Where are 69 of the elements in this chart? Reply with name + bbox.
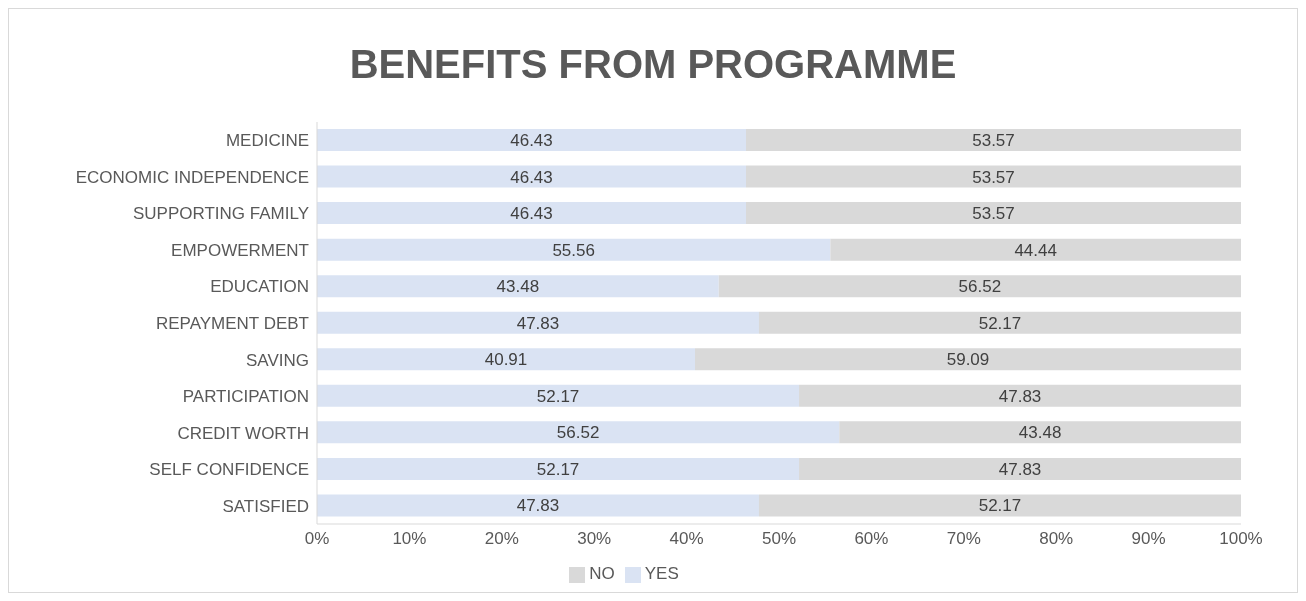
data-label: 47.83 [516,313,560,333]
bar [317,348,696,371]
bar [317,421,840,444]
x-tick-label: 60% [854,529,889,549]
data-label: 56.52 [556,423,600,443]
data-label: 47.83 [998,386,1042,406]
data-label: 53.57 [972,204,1015,224]
data-label: 52.17 [978,496,1022,516]
chart-title: BENEFITS FROM PROGRAMME [348,41,958,88]
data-label: 56.52 [958,277,1002,297]
bar [317,457,800,480]
x-tick-label: 90% [1131,529,1166,549]
data-label: 59.09 [946,350,990,370]
bar [317,165,747,188]
bar [746,165,1241,188]
data-label: 47.83 [998,459,1042,479]
bar [317,238,831,261]
y-tick-label: REPAYMENT DEBT [155,314,309,334]
x-tick-label: 0% [304,529,330,549]
bar [317,129,747,151]
legend-label: YES [644,564,679,583]
y-tick-label: SELF CONFIDENCE [149,460,309,480]
y-tick-label: PARTICIPATION [182,387,309,407]
bar [758,494,1241,517]
bar [317,202,747,225]
y-tick-label: ECONOMIC INDEPENDENCE [75,167,309,187]
x-tick-label: 20% [484,529,519,549]
data-label: 53.57 [972,131,1015,151]
data-label: 43.48 [496,277,540,297]
x-tick-label: 40% [669,529,704,549]
data-label: 52.17 [536,459,580,479]
bar [718,275,1241,298]
x-tick-label: 100% [1219,529,1263,549]
bar [317,384,800,407]
bar [317,311,759,334]
bar [799,457,1241,480]
bar [839,421,1241,444]
data-label: 53.57 [972,167,1015,187]
y-tick-label: SUPPORTING FAMILY [132,204,309,224]
y-tick-label: CREDIT WORTH [177,423,309,443]
y-tick-label: EDUCATION [210,277,309,297]
x-tick-label: 70% [946,529,981,549]
data-label: 46.43 [510,167,553,187]
data-label: 43.48 [1018,423,1062,443]
bar [758,311,1241,334]
y-tick-label: SATISFIED [222,496,309,516]
data-label: 46.43 [510,204,553,224]
legend-label: NO [589,564,615,583]
bar [317,494,759,517]
data-label: 46.43 [510,131,553,151]
data-label: 52.17 [978,313,1022,333]
x-tick-label: 80% [1039,529,1074,549]
bar [746,129,1241,151]
bar [830,238,1241,261]
x-tick-label: 30% [577,529,612,549]
bar [695,348,1241,371]
data-label: 44.44 [1014,240,1057,260]
y-tick-label: EMPOWERMENT [171,240,309,260]
bar [317,275,719,298]
data-label: 55.56 [552,240,595,260]
bar [746,202,1241,225]
x-tick-label: 50% [761,529,797,549]
y-tick-label: MEDICINE [225,131,309,151]
data-label: 40.91 [484,350,528,370]
bar [799,384,1241,407]
x-tick-label: 10% [392,529,427,549]
data-label: 47.83 [516,496,560,516]
data-label: 52.17 [536,386,580,406]
y-tick-label: SAVING [246,350,309,370]
